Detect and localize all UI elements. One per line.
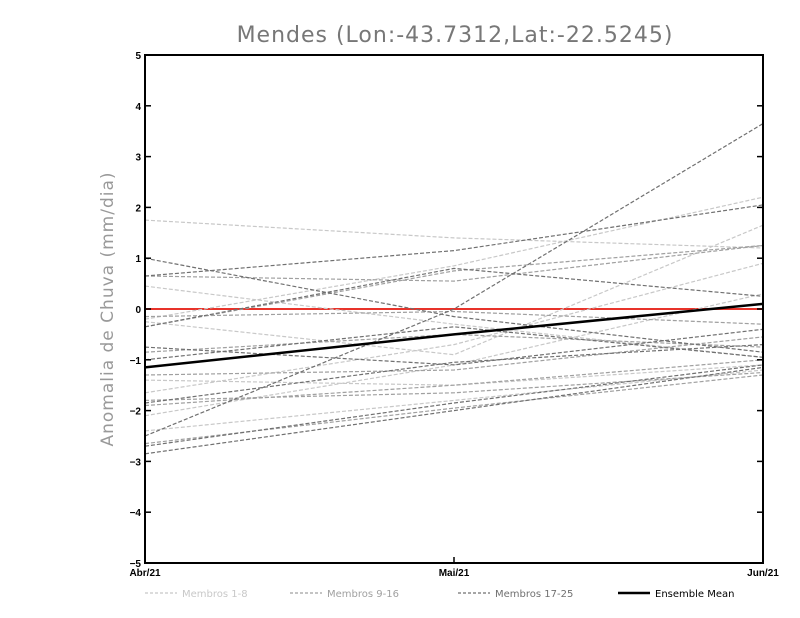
series-line-9 <box>144 244 764 328</box>
series-line-18 <box>144 257 764 353</box>
series-line-22 <box>144 326 764 361</box>
series-line-2 <box>144 196 764 320</box>
x-tick-label: Jun/21 <box>747 568 779 579</box>
series-line-24 <box>144 366 764 455</box>
y-tick-label: 0 <box>135 305 141 316</box>
series-line-3 <box>144 262 764 394</box>
series-line-5 <box>144 364 764 386</box>
series-line-7 <box>144 224 764 356</box>
legend-label-1: Membros 1-8 <box>182 589 248 600</box>
y-tick-label: 2 <box>135 203 141 214</box>
series-line-12 <box>144 336 764 376</box>
series-line-16 <box>144 359 764 407</box>
y-tick-label: −4 <box>130 508 142 519</box>
series-line-6 <box>144 285 764 358</box>
x-tick-label: Mai/21 <box>439 568 470 579</box>
x-tick-label: Abr/21 <box>129 568 161 579</box>
series-line-20 <box>144 267 764 328</box>
y-axis-ticks: −5 −4 −3 −2 −1 0 1 2 3 4 5 <box>130 51 763 570</box>
y-tick-label: −1 <box>130 356 142 367</box>
legend-label-2: Membros 9-16 <box>327 589 399 600</box>
series-line-23 <box>144 344 764 404</box>
series-line-21 <box>144 328 764 366</box>
chart-title: Mendes (Lon:-43.7312,Lat:-22.5245) <box>237 23 674 48</box>
y-tick-label: 3 <box>135 153 141 164</box>
y-axis-label: Anomalia de Chuva (mm/dia) <box>98 171 118 446</box>
series-line-25 <box>144 364 764 447</box>
y-tick-label: −2 <box>130 407 142 418</box>
legend-label-3: Membros 17-25 <box>495 589 573 600</box>
series-line-14 <box>144 310 764 325</box>
series-layer <box>144 123 764 455</box>
series-line-8 <box>144 369 764 432</box>
legend: Membros 1-8 Membros 9-16 Membros 17-25 Ense… <box>145 589 734 600</box>
series-line-17 <box>144 123 764 437</box>
y-tick-label: −3 <box>130 457 142 468</box>
y-tick-label: −5 <box>130 559 142 570</box>
ensemble-mean-line <box>144 302 764 369</box>
series-line-11 <box>144 244 764 282</box>
y-tick-label: 4 <box>135 102 141 113</box>
series-line-1 <box>144 219 764 249</box>
series-line-19 <box>144 204 764 277</box>
y-tick-label: 1 <box>135 254 141 265</box>
legend-label-4: Ensemble Mean <box>655 589 734 600</box>
x-axis-ticks: Abr/21 Mai/21 Jun/21 <box>129 557 779 579</box>
series-line-13 <box>144 371 764 401</box>
y-tick-label: 5 <box>135 51 141 62</box>
